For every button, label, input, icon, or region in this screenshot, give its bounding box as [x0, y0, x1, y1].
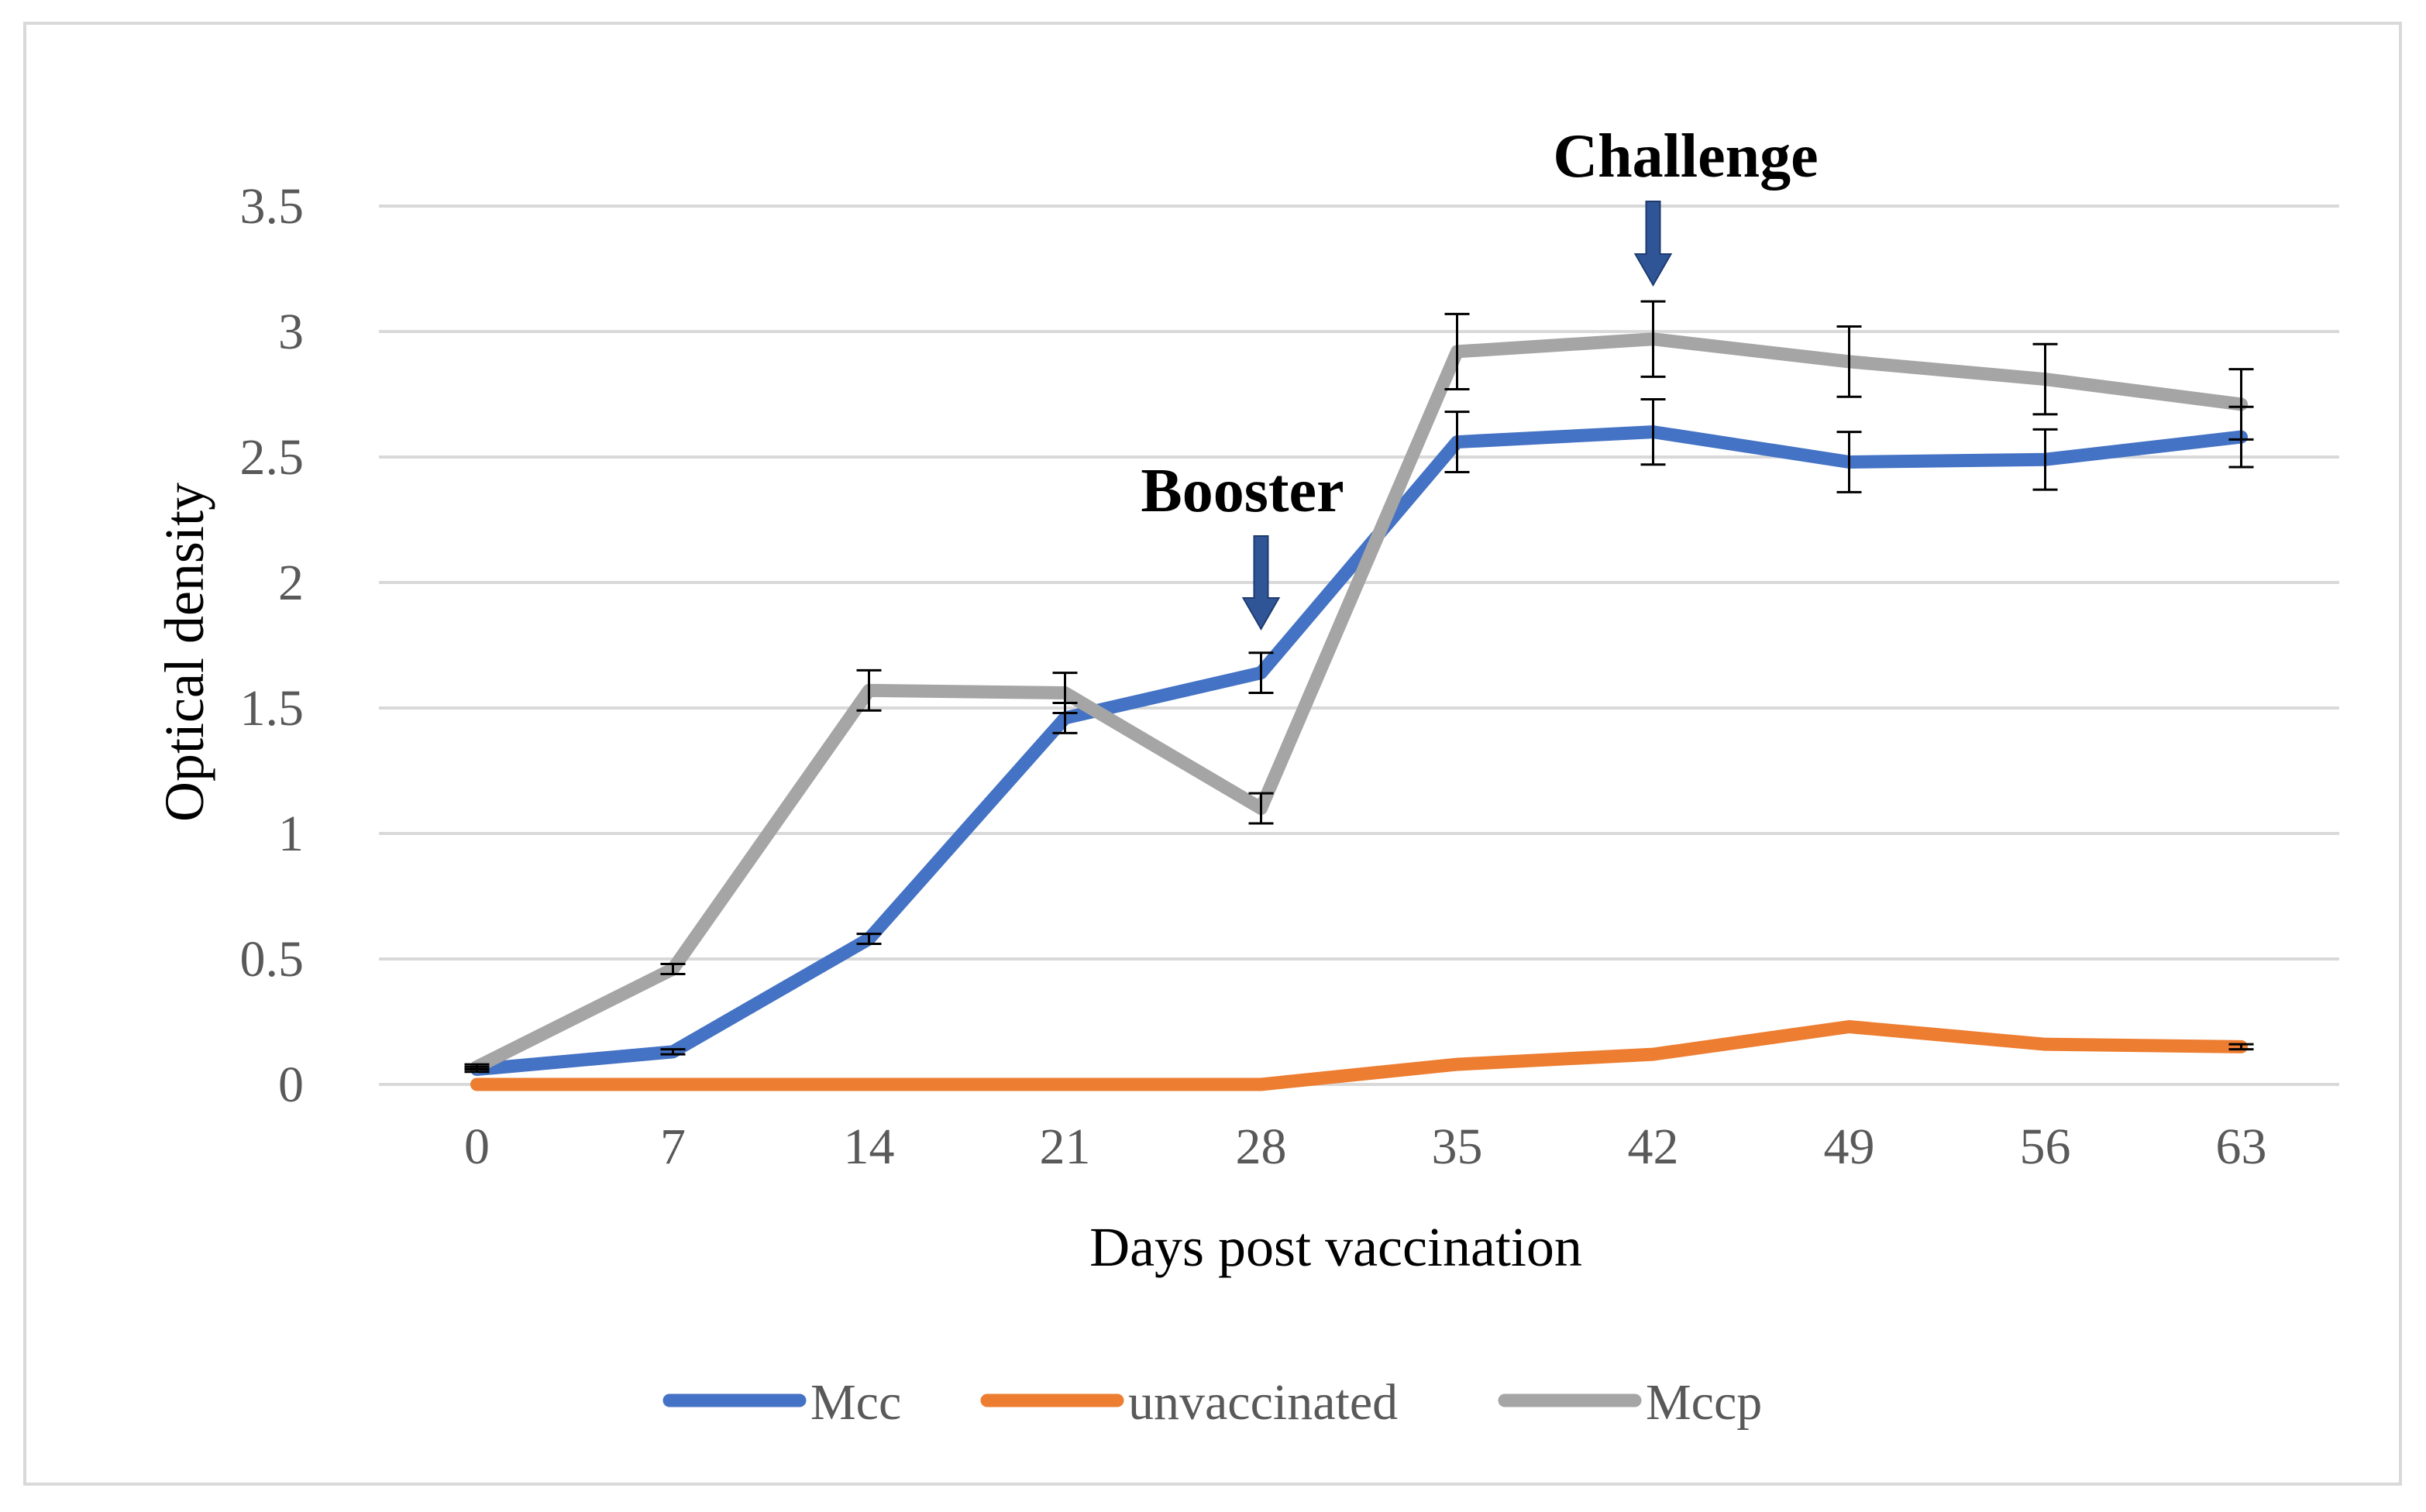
y-tick-label: 0	[278, 1057, 304, 1113]
x-tick-label: 0	[464, 1119, 490, 1175]
x-tick-label: 14	[844, 1119, 895, 1175]
error-bar-mcc	[1836, 431, 1862, 493]
error-bar-mcc	[856, 933, 882, 946]
series-line-unvaccinated	[470, 1019, 2248, 1091]
error-bar-mccp	[660, 962, 686, 975]
series-line-mcc	[470, 425, 2248, 1077]
legend-item-unvaccinated: unvaccinated	[980, 1374, 1398, 1431]
legend-item-mccp: Mccp	[1498, 1374, 1762, 1431]
legend: Mcc unvaccinated Mccp	[662, 1374, 1762, 1431]
y-axis-ticks: 0 0.5 1 1.5 2 2.5 3 3.5	[240, 178, 305, 1113]
y-tick-label: 2	[278, 555, 304, 611]
series-lines	[470, 332, 2248, 1091]
error-bar-mcc	[1444, 411, 1470, 473]
error-bar-mcc	[1248, 651, 1274, 695]
y-axis-title: Optical density	[153, 483, 215, 822]
line-chart: 0 0.5 1 1.5 2 2.5 3 3.5 0 7 14 21 28 35 42 49 56 63 Boos…	[153, 122, 2339, 1431]
x-axis-ticks: 0 7 14 21 28 35 42 49 56 63	[464, 1119, 2267, 1175]
error-bar-mcc	[660, 1048, 686, 1056]
error-bar-mcc	[2032, 428, 2058, 491]
y-tick-label: 1	[278, 806, 304, 862]
x-tick-label: 56	[2020, 1119, 2071, 1175]
annotation-label: Booster	[1141, 457, 1344, 525]
error-bar-mccp	[1052, 672, 1078, 714]
annotation-challenge: Challenge	[1553, 122, 1819, 287]
y-tick-label: 3	[278, 304, 304, 360]
error-bar-mccp	[1248, 792, 1274, 825]
legend-label: Mcc	[810, 1374, 901, 1431]
error-bar-mccp	[1836, 325, 1862, 398]
down-arrow-icon	[1633, 201, 1673, 287]
error-bar-mccp	[2032, 342, 2058, 416]
x-tick-label: 35	[1432, 1119, 1483, 1175]
annotation-booster: Booster	[1141, 457, 1344, 631]
error-bar-mccp	[1640, 300, 1666, 378]
error-bars	[464, 300, 2254, 1074]
y-tick-label: 2.5	[240, 429, 305, 486]
x-tick-label: 7	[660, 1119, 686, 1175]
legend-label: unvaccinated	[1128, 1374, 1398, 1431]
gridlines	[379, 204, 2339, 1086]
error-bar-mccp	[464, 1063, 490, 1071]
y-tick-label: 0.5	[240, 931, 305, 988]
annotation-label: Challenge	[1553, 122, 1818, 191]
x-tick-label: 63	[2216, 1119, 2267, 1175]
error-bar-mccp	[856, 668, 882, 712]
series-line-mccp	[470, 332, 2248, 1074]
x-axis-title: Days post vaccination	[1089, 1216, 1582, 1278]
legend-item-mcc: Mcc	[662, 1374, 901, 1431]
x-tick-label: 42	[1628, 1119, 1679, 1175]
down-arrow-icon	[1241, 535, 1281, 631]
legend-label: Mccp	[1646, 1374, 1762, 1431]
x-tick-label: 28	[1236, 1119, 1287, 1175]
error-bar-mccp	[1444, 312, 1470, 391]
x-tick-label: 21	[1040, 1119, 1091, 1175]
x-tick-label: 49	[1824, 1119, 1875, 1175]
error-bar-mccp	[2228, 368, 2254, 441]
error-bar-mcc	[1640, 397, 1666, 466]
y-tick-label: 3.5	[240, 178, 305, 235]
y-tick-label: 1.5	[240, 680, 305, 737]
chart-frame: 0 0.5 1 1.5 2 2.5 3 3.5 0 7 14 21 28 35 42 49 56 63 Boos…	[23, 22, 2402, 1486]
error-bar-unvaccinated	[2228, 1043, 2254, 1051]
annotations: Booster Challenge	[1141, 122, 1819, 631]
